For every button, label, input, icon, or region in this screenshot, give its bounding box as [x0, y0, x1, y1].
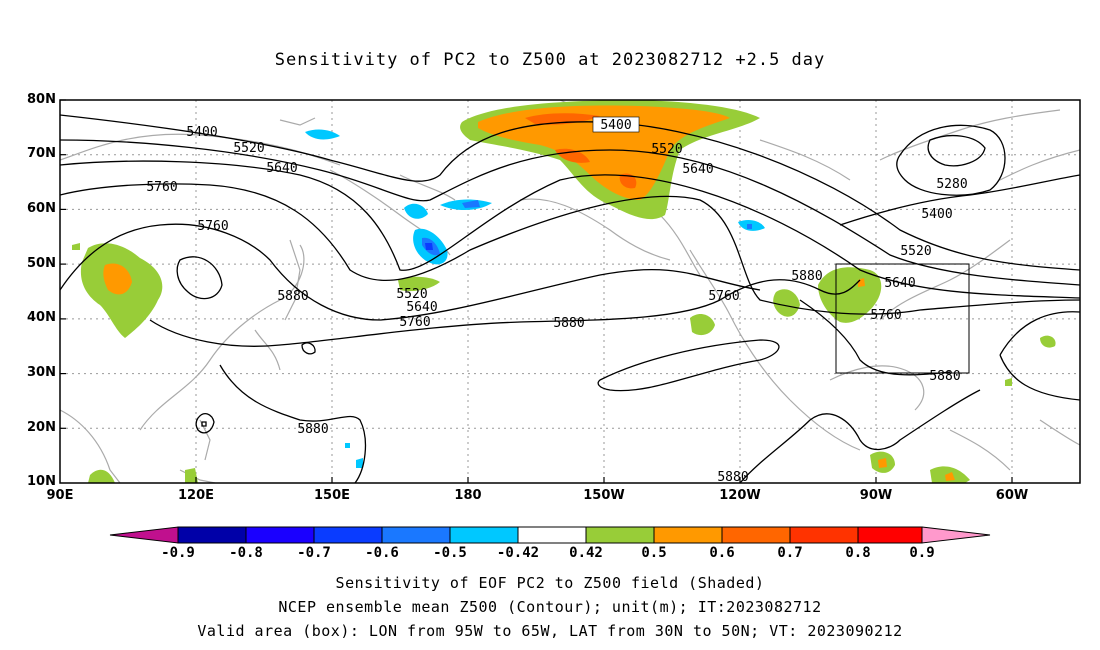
colorbar-label: 0.8 — [845, 545, 871, 561]
colorbar-swatch — [381, 526, 451, 544]
contour-label: 5520 — [396, 287, 427, 302]
caption-line-3: Valid area (box): LON from 95W to 65W, L… — [197, 622, 903, 640]
colorbar-swatch — [517, 526, 587, 544]
lat-label: 80N — [27, 92, 56, 107]
colorbar-label: -0.5 — [433, 545, 467, 561]
lat-label: 50N — [27, 256, 56, 271]
z500-contours — [60, 114, 1080, 483]
contour-label: 5280 — [936, 177, 967, 192]
colorbar-swatch — [245, 526, 315, 544]
colorbar-swatch — [653, 526, 723, 544]
contour-label: 5640 — [682, 162, 713, 177]
negative-sensitivity-shading — [305, 129, 765, 468]
lon-label: 120E — [177, 488, 215, 503]
map-title: Sensitivity of PC2 to Z500 at 2023082712… — [274, 50, 826, 70]
lat-label: 20N — [27, 420, 56, 435]
contour-label: 5520 — [900, 244, 931, 259]
contour-label: 5760 — [870, 308, 901, 323]
contour-label: 5400 — [921, 207, 952, 222]
colorbar-swatch — [449, 526, 519, 544]
contour-label: 5520 — [651, 142, 682, 157]
colorbar-label: -0.6 — [365, 545, 399, 561]
contour-label: 5760 — [399, 315, 430, 330]
colorbar-label: 0.6 — [709, 545, 735, 561]
valid-area-box — [835, 263, 970, 374]
colorbar-max-triangle — [921, 526, 991, 544]
tick-marks — [60, 99, 1013, 483]
colorbar-swatch — [789, 526, 859, 544]
contour-label: 5400 — [186, 125, 217, 140]
contour-label: 5880 — [929, 369, 960, 384]
colorbar-label: 0.42 — [569, 545, 603, 561]
lat-label: 60N — [27, 201, 56, 216]
colorbar-swatch — [313, 526, 383, 544]
caption-line-1: Sensitivity of EOF PC2 to Z500 field (Sh… — [335, 574, 765, 592]
colorbar-swatch — [177, 526, 247, 544]
contour-label: 5520 — [233, 141, 264, 156]
colorbar-label: -0.7 — [297, 545, 331, 561]
map-frame — [59, 99, 1081, 484]
colorbar-label: -0.42 — [496, 545, 540, 561]
colorbar-swatch — [857, 526, 923, 544]
contour-label: 5400 — [600, 118, 631, 133]
contour-label: 5880 — [553, 316, 584, 331]
lon-label: 120W — [719, 488, 761, 503]
contour-label: 5640 — [406, 300, 437, 315]
contour-label: 5760 — [197, 219, 228, 234]
positive-sensitivity-shading — [72, 100, 1056, 483]
lon-label: 180 — [454, 488, 482, 503]
lon-label: 60W — [995, 488, 1029, 503]
lon-label: 90E — [46, 488, 74, 503]
contour-label: 5880 — [717, 470, 748, 485]
colorbar-swatch — [585, 526, 655, 544]
colorbar-label: 0.5 — [641, 545, 667, 561]
colorbar-label: -0.9 — [161, 545, 195, 561]
coastlines — [60, 100, 1080, 483]
lat-label: 70N — [27, 146, 56, 161]
contour-label: 5880 — [277, 289, 308, 304]
colorbar-label: 0.7 — [777, 545, 803, 561]
colorbar-label: 0.9 — [909, 545, 935, 561]
lat-label: 30N — [27, 365, 56, 380]
colorbar-min-triangle — [109, 526, 179, 544]
contour-label: 5880 — [297, 422, 328, 437]
colorbar-swatch — [721, 526, 791, 544]
contour-label: 5760 — [708, 289, 739, 304]
contour-labels: 5400 5520 5640 5760 5760 5880 5520 5640 … — [146, 116, 968, 485]
contour-label: 5640 — [266, 161, 297, 176]
contour-label: 5640 — [884, 276, 915, 291]
colorbar-label: -0.8 — [229, 545, 263, 561]
lat-label: 10N — [27, 474, 56, 489]
contour-label: 5880 — [791, 269, 822, 284]
lon-label: 150W — [583, 488, 625, 503]
colorbar — [109, 526, 991, 544]
contour-label: 5760 — [146, 180, 177, 195]
lon-label: 90W — [859, 488, 893, 503]
lat-label: 40N — [27, 310, 56, 325]
caption-line-2: NCEP ensemble mean Z500 (Contour); unit(… — [278, 598, 822, 616]
lon-label: 150E — [313, 488, 351, 503]
